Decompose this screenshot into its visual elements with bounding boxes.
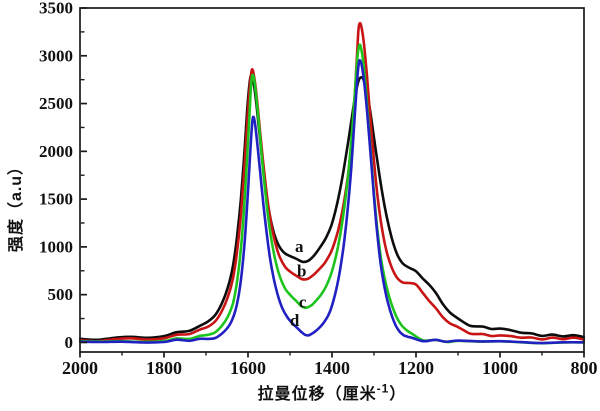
y-tick-label: 500 [48, 285, 74, 304]
x-axis-label-superscript: -1 [376, 381, 390, 396]
y-tick-label: 2000 [39, 142, 73, 161]
x-tick-label: 2000 [62, 358, 98, 378]
x-axis-label-close-paren: ） [389, 386, 407, 403]
y-tick-label: 3000 [39, 46, 73, 65]
series-b-label: b [297, 261, 306, 280]
series-d-label: d [290, 311, 300, 330]
y-tick-label: 3500 [39, 0, 73, 18]
x-tick-label: 1400 [314, 358, 350, 378]
y-axis-label: 强度（a.u） [2, 158, 26, 252]
x-axis-label: 拉曼位移（厘米-1） [258, 380, 407, 404]
series-c-curve [79, 43, 585, 345]
x-tick-label: 1200 [398, 358, 434, 378]
x-tick-label: 800 [571, 358, 598, 378]
series-a-label: a [295, 237, 304, 256]
x-tick-label: 1000 [482, 358, 518, 378]
x-tick-label: 1600 [230, 358, 266, 378]
plot-frame [79, 7, 585, 353]
series-d-curve [79, 58, 585, 345]
y-tick-label: 2500 [39, 94, 73, 113]
y-tick-label: 1500 [39, 190, 73, 209]
y-tick-label: 1000 [39, 237, 73, 256]
series-c-label: c [299, 292, 307, 311]
y-axis-label-text: 强度（a.u） [8, 157, 25, 253]
series-b-curve [79, 21, 585, 343]
x-tick-label: 1800 [146, 358, 182, 378]
y-tick-label: 0 [65, 333, 74, 352]
x-axis-label-text: 拉曼位移（厘米 [257, 386, 377, 403]
series-a-curve [79, 74, 585, 342]
